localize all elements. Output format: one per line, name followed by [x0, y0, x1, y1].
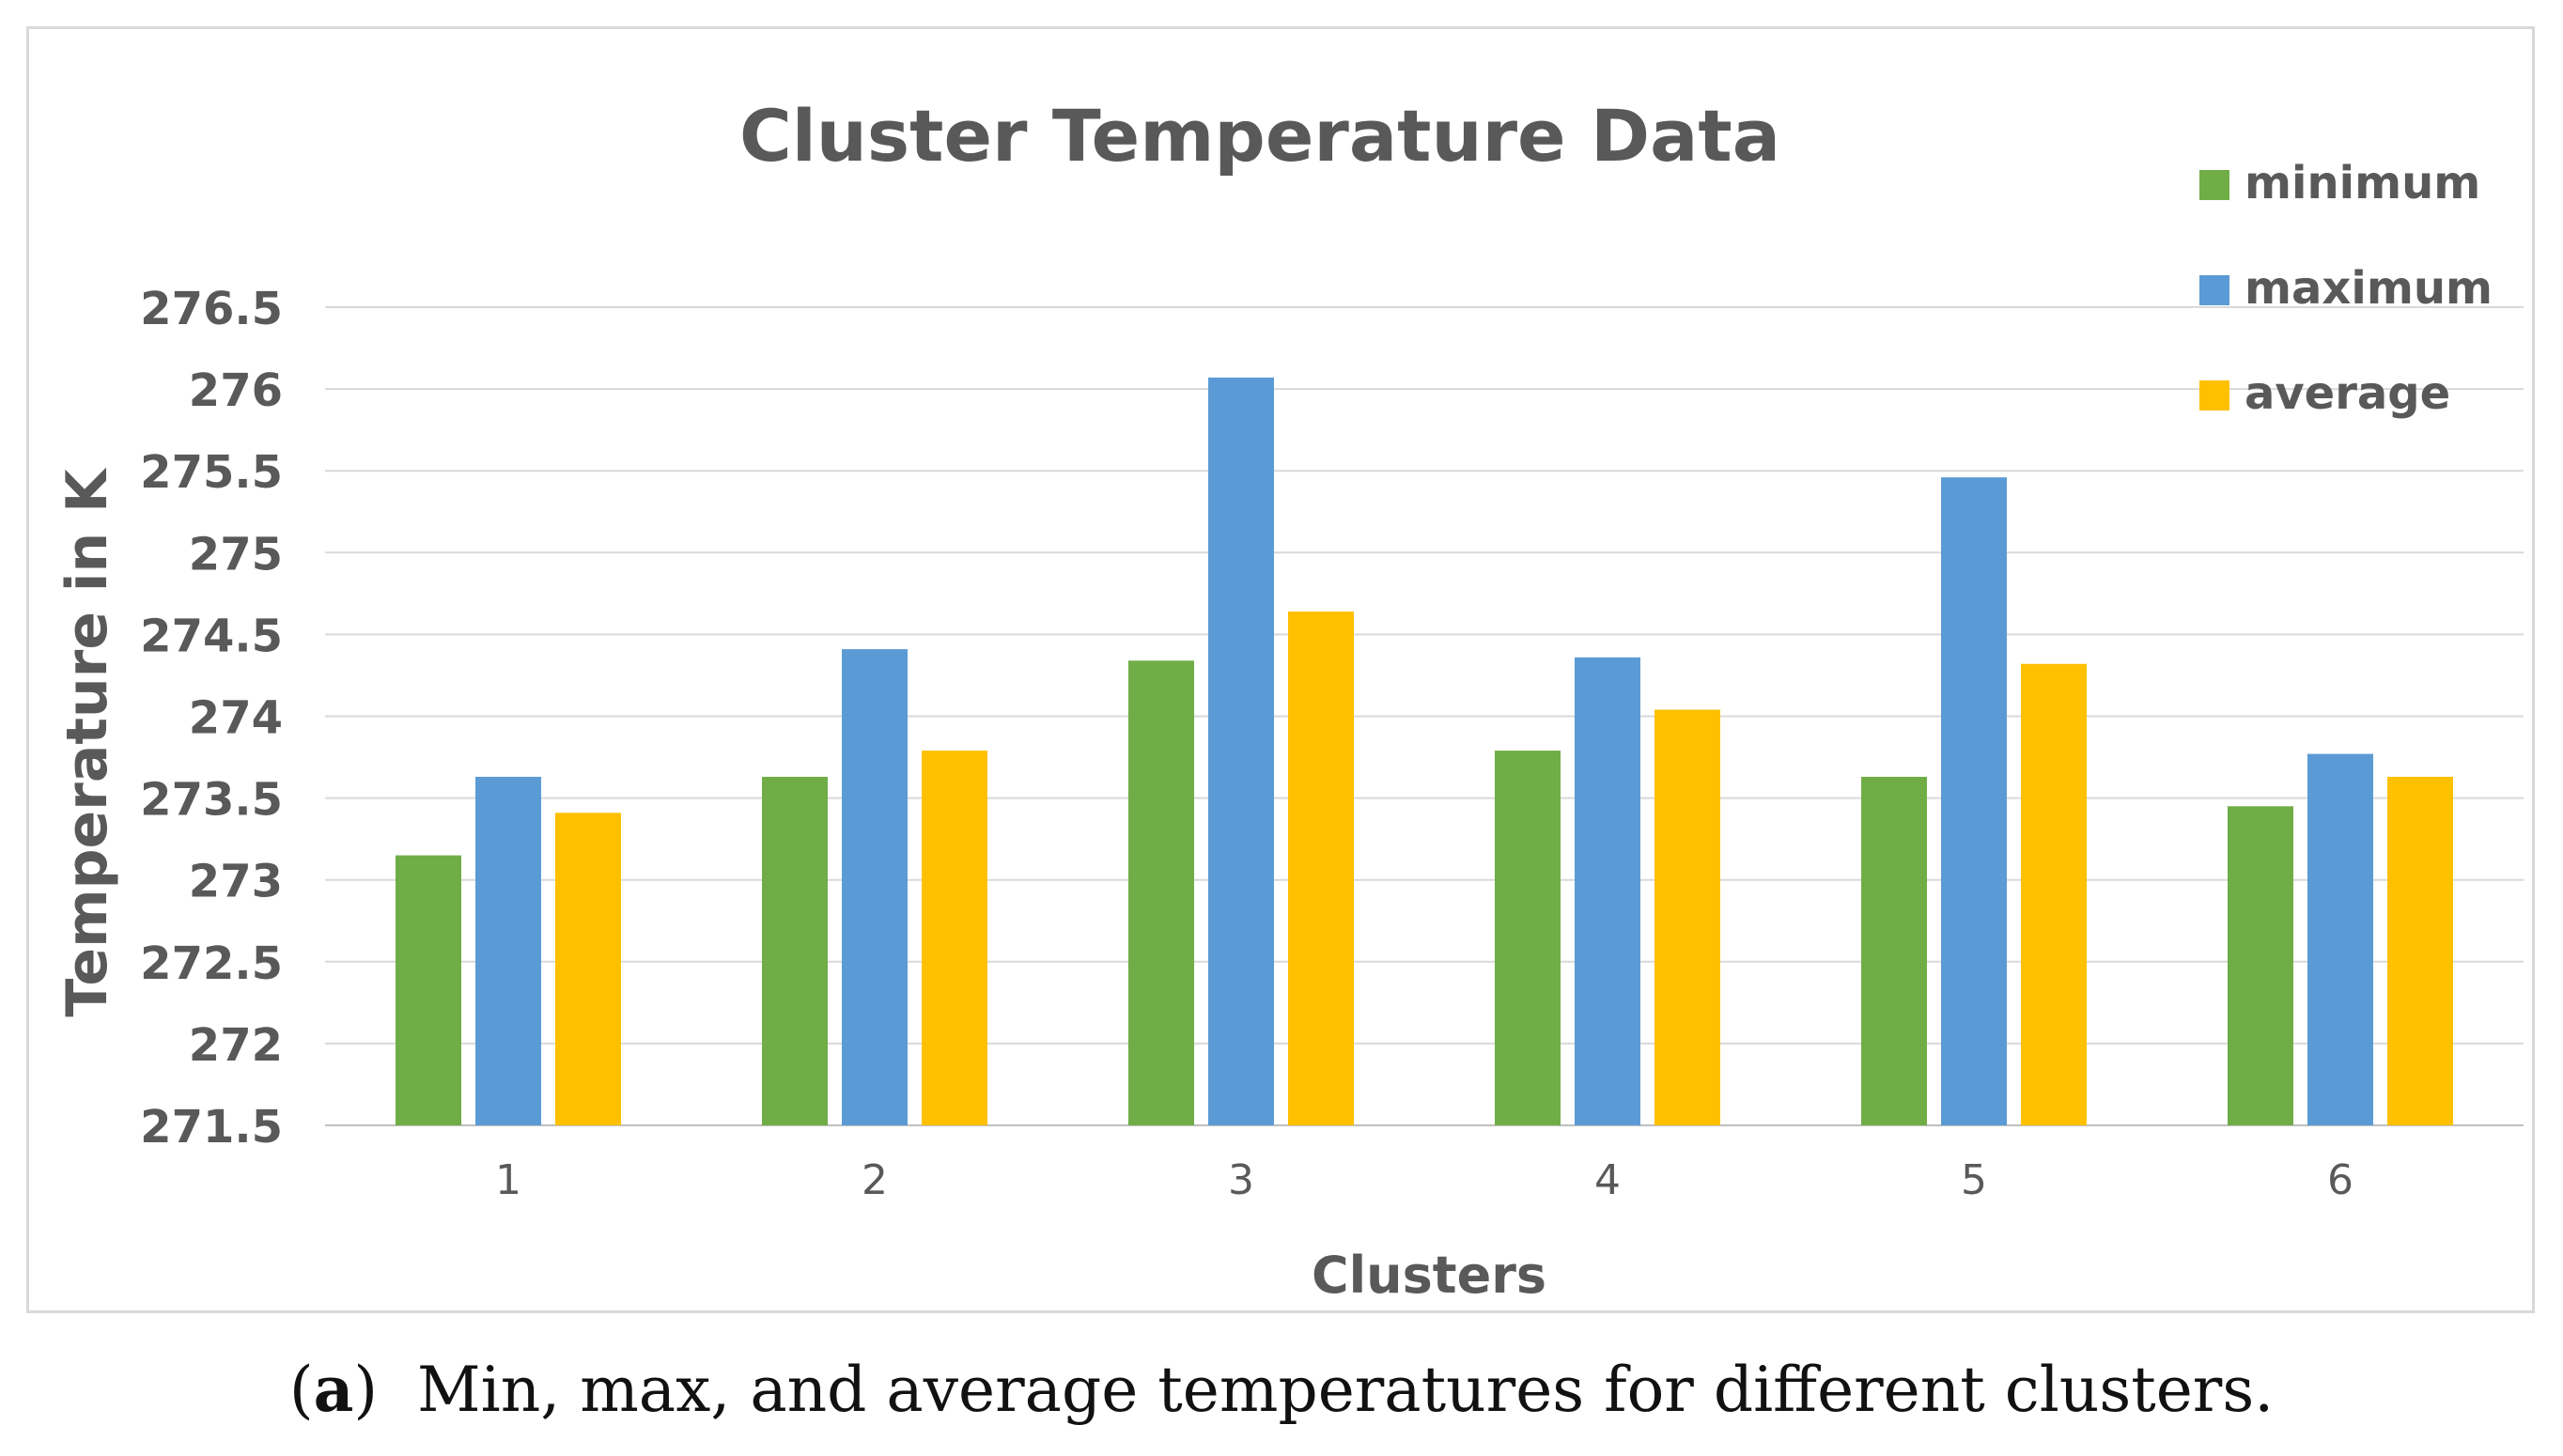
x-tick-label: 2 [862, 1156, 888, 1204]
chart-title: Cluster Temperature Data [739, 94, 1780, 178]
y-tick-label: 274 [189, 692, 283, 745]
bar-average-cluster-5 [2021, 663, 2087, 1125]
caption-label: a [313, 1353, 354, 1426]
y-tick-label: 272.5 [140, 937, 283, 990]
legend-swatch-minimum [2199, 170, 2229, 200]
y-axis-label: Temperature in K [54, 467, 120, 1017]
y-tick-label: 276 [189, 364, 283, 417]
legend-swatch-maximum [2199, 275, 2229, 305]
y-tick-label: 275 [189, 528, 283, 581]
bar-minimum-cluster-2 [762, 776, 828, 1125]
x-tick-label: 3 [1228, 1156, 1254, 1204]
x-axis-ticks: 1 2 3 4 5 6 [495, 1156, 2353, 1204]
bar-maximum-cluster-3 [1208, 377, 1274, 1125]
bar-minimum-cluster-6 [2228, 806, 2293, 1125]
chart: Cluster Temperature Data 271.5272272.527… [54, 94, 2524, 1305]
x-tick-label: 6 [2327, 1156, 2353, 1204]
bar-average-cluster-6 [2387, 776, 2453, 1125]
figure-caption: (a) Min, max, and average temperatures f… [288, 1353, 2275, 1426]
y-tick-label: 275.5 [140, 446, 283, 499]
bar-minimum-cluster-1 [396, 855, 461, 1125]
bar-minimum-cluster-3 [1128, 660, 1194, 1125]
bar-average-cluster-1 [555, 813, 621, 1125]
bar-average-cluster-4 [1654, 709, 1720, 1125]
y-tick-label: 272 [189, 1019, 283, 1072]
legend-swatch-average [2199, 380, 2229, 410]
chart-frame: Cluster Temperature Data 271.5 272 272.5 27… [26, 26, 2535, 1313]
y-tick-label: 276.5 [140, 283, 283, 335]
bar-maximum-cluster-6 [2307, 753, 2373, 1125]
bar-average-cluster-3 [1288, 612, 1354, 1125]
y-axis-ticks: 271.5 272 272.5 273 273.5 274 274.5 275 275.5 276… [140, 283, 283, 1154]
legend-label-average: average [2245, 367, 2450, 420]
x-tick-label: 5 [1961, 1156, 1987, 1204]
x-axis-label: Clusters [1312, 1246, 1546, 1305]
x-tick-label: 1 [495, 1156, 521, 1204]
gridlines [325, 306, 2524, 1126]
bar-maximum-cluster-2 [842, 649, 908, 1125]
bar-minimum-cluster-4 [1495, 751, 1561, 1125]
legend: minimum maximum average [2199, 157, 2493, 420]
legend-label-maximum: maximum [2245, 262, 2493, 315]
bar-minimum-cluster-5 [1861, 776, 1927, 1125]
bars [396, 377, 2453, 1126]
x-tick-label: 4 [1594, 1156, 1621, 1204]
caption-text: Min, max, and average temperatures for d… [417, 1354, 2275, 1426]
bar-average-cluster-2 [922, 751, 987, 1125]
bar-maximum-cluster-5 [1941, 477, 2007, 1126]
bar-maximum-cluster-1 [475, 776, 541, 1125]
legend-label-minimum: minimum [2245, 157, 2480, 209]
y-tick-label: 271.5 [140, 1101, 283, 1154]
y-tick-label: 273 [189, 856, 283, 908]
y-tick-label: 273.5 [140, 774, 283, 827]
y-tick-label: 274.5 [140, 610, 283, 662]
bar-maximum-cluster-4 [1575, 657, 1640, 1125]
